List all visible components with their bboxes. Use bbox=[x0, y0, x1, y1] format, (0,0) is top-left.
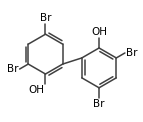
Text: OH: OH bbox=[28, 85, 44, 95]
Text: Br: Br bbox=[93, 99, 105, 109]
Text: Br: Br bbox=[40, 13, 51, 23]
Text: Br: Br bbox=[7, 64, 18, 74]
Text: Br: Br bbox=[126, 48, 138, 58]
Text: OH: OH bbox=[91, 26, 107, 36]
